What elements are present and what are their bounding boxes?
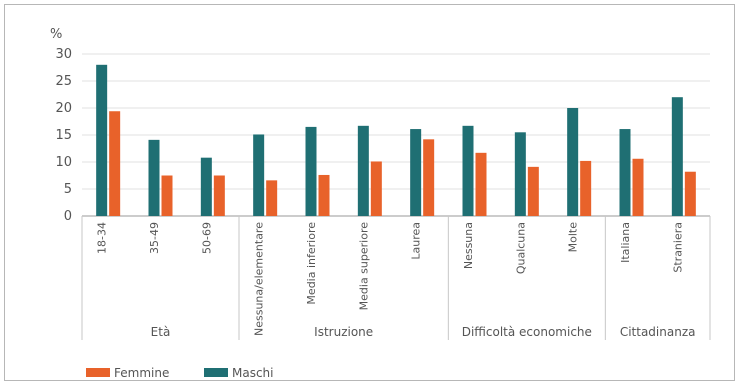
bar-maschi-2: [200, 157, 212, 216]
x-tick-label: Straniera: [671, 222, 684, 273]
y-tick-label: 0: [64, 209, 72, 224]
x-tick-label: 50-69: [200, 222, 213, 254]
bar-maschi-0: [96, 64, 108, 216]
bar-maschi-6: [410, 129, 422, 216]
bar-femmine-11: [684, 171, 696, 216]
x-tick-label: Qualcuna: [514, 222, 527, 274]
bar-maschi-8: [514, 132, 526, 216]
x-tick-label: Italiana: [619, 222, 632, 263]
bar-femmine-9: [580, 160, 592, 216]
bar-femmine-7: [475, 152, 487, 216]
bar-maschi-4: [305, 126, 317, 216]
bar-femmine-5: [370, 161, 382, 216]
y-tick-label: 15: [55, 128, 72, 143]
y-tick-label: 10: [55, 155, 72, 170]
bar-femmine-3: [266, 180, 278, 216]
x-tick-label: 35-49: [148, 222, 161, 254]
legend-swatch-1: [204, 368, 228, 377]
x-tick-label: Media inferiore: [305, 222, 318, 305]
group-label: Difficoltà economiche: [462, 325, 592, 339]
x-tick-label: Molte: [567, 222, 580, 253]
bar-femmine-1: [161, 175, 173, 216]
x-tick-label: Nessuna: [462, 222, 475, 269]
x-tick-label: 18-34: [96, 222, 109, 254]
legend-swatch-0: [86, 368, 110, 377]
bar-maschi-5: [357, 125, 369, 216]
bar-femmine-6: [423, 139, 435, 216]
x-tick-label: Laurea: [410, 222, 423, 260]
y-tick-label: 30: [55, 47, 72, 62]
bar-femmine-0: [109, 111, 121, 216]
y-tick-label: 5: [64, 182, 72, 197]
group-label: Istruzione: [314, 325, 373, 339]
y-tick-label: 25: [55, 74, 72, 89]
chart-frame: [4, 4, 735, 381]
legend-label: Femmine: [114, 366, 169, 380]
bar-maschi-9: [567, 108, 579, 216]
bar-femmine-8: [527, 166, 539, 216]
bar-femmine-2: [213, 175, 225, 216]
y-tick-label: 20: [55, 101, 72, 116]
bar-femmine-4: [318, 174, 330, 216]
bar-maschi-7: [462, 125, 474, 216]
x-tick-label: Media superiore: [357, 222, 370, 311]
group-label: Età: [151, 325, 171, 339]
legend-label: Maschi: [232, 366, 274, 380]
bar-maschi-1: [148, 139, 160, 216]
bar-maschi-11: [671, 97, 683, 216]
x-tick-label: Nessuna/elementare: [253, 222, 266, 336]
bar-maschi-3: [253, 134, 265, 216]
group-label: Cittadinanza: [620, 325, 696, 339]
bar-maschi-10: [619, 129, 631, 216]
bar-femmine-10: [632, 158, 644, 216]
y-unit-label: %: [50, 27, 62, 42]
